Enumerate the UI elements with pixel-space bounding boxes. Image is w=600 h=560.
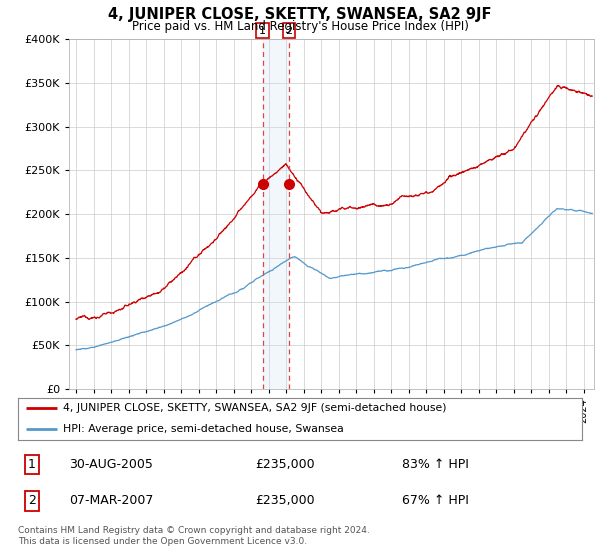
Text: 67% ↑ HPI: 67% ↑ HPI — [401, 494, 469, 507]
Text: 07-MAR-2007: 07-MAR-2007 — [69, 494, 153, 507]
Text: 83% ↑ HPI: 83% ↑ HPI — [401, 458, 469, 471]
Text: 2: 2 — [286, 26, 293, 36]
Text: 2: 2 — [28, 494, 36, 507]
Text: Price paid vs. HM Land Registry's House Price Index (HPI): Price paid vs. HM Land Registry's House … — [131, 20, 469, 32]
Text: 4, JUNIPER CLOSE, SKETTY, SWANSEA, SA2 9JF (semi-detached house): 4, JUNIPER CLOSE, SKETTY, SWANSEA, SA2 9… — [63, 403, 446, 413]
Text: 4, JUNIPER CLOSE, SKETTY, SWANSEA, SA2 9JF: 4, JUNIPER CLOSE, SKETTY, SWANSEA, SA2 9… — [108, 7, 492, 22]
Text: £235,000: £235,000 — [255, 494, 314, 507]
Text: £235,000: £235,000 — [255, 458, 314, 471]
Text: 1: 1 — [28, 458, 36, 471]
Text: 1: 1 — [259, 26, 266, 36]
Text: Contains HM Land Registry data © Crown copyright and database right 2024.
This d: Contains HM Land Registry data © Crown c… — [18, 526, 370, 546]
Bar — [263, 39, 289, 389]
Text: HPI: Average price, semi-detached house, Swansea: HPI: Average price, semi-detached house,… — [63, 424, 344, 434]
Text: 30-AUG-2005: 30-AUG-2005 — [69, 458, 152, 471]
